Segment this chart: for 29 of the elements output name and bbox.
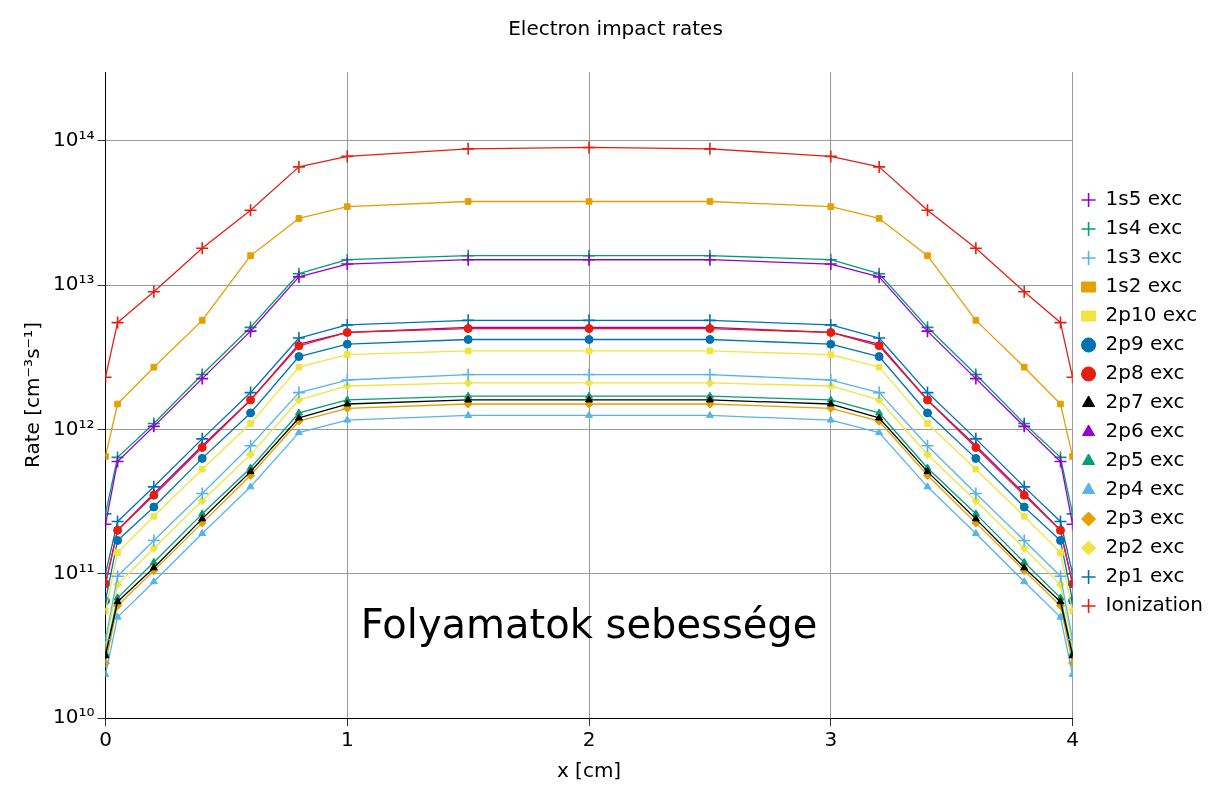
legend-label: 2p10 exc	[1105, 302, 1198, 327]
x-tick-label: 4	[1066, 727, 1079, 752]
legend-label: 2p8 exc	[1105, 360, 1185, 385]
y-tick-label: 10¹⁴	[53, 127, 95, 152]
legend-label: 2p7 exc	[1105, 389, 1185, 414]
y-tick-label: 10¹¹	[53, 559, 95, 584]
legend-label: 1s5 exc	[1105, 186, 1183, 211]
y-tick-label: 10¹²	[53, 415, 95, 440]
y-axis-title: Rate [cm⁻³s⁻¹]	[20, 322, 45, 468]
legend-label: 2p5 exc	[1105, 447, 1185, 472]
legend-label: 2p9 exc	[1105, 331, 1185, 356]
y-tick-label: 10¹⁰	[53, 704, 95, 729]
x-tick-label: 1	[340, 727, 354, 752]
y-tick-label: 10¹³	[53, 271, 95, 296]
legend-label: 1s3 exc	[1105, 244, 1183, 269]
legend-label: 2p4 exc	[1105, 476, 1185, 501]
legend-label: 1s2 exc	[1105, 273, 1183, 298]
legend-label: 1s4 exc	[1105, 215, 1183, 240]
x-axis-title: x [cm]	[556, 758, 622, 783]
legend-label: 2p1 exc	[1105, 563, 1185, 588]
legend-label: 2p6 exc	[1105, 418, 1185, 443]
x-tick-label: 0	[99, 727, 112, 752]
chart-title: Electron impact rates	[508, 16, 723, 41]
legend-label: 2p2 exc	[1105, 534, 1185, 559]
annotation: Folyamatok sebessége	[360, 601, 818, 648]
legend-label: 2p3 exc	[1105, 505, 1185, 530]
legend-label: Ionization	[1105, 592, 1204, 617]
x-tick-label: 3	[824, 727, 838, 752]
x-tick-label: 2	[582, 727, 596, 752]
